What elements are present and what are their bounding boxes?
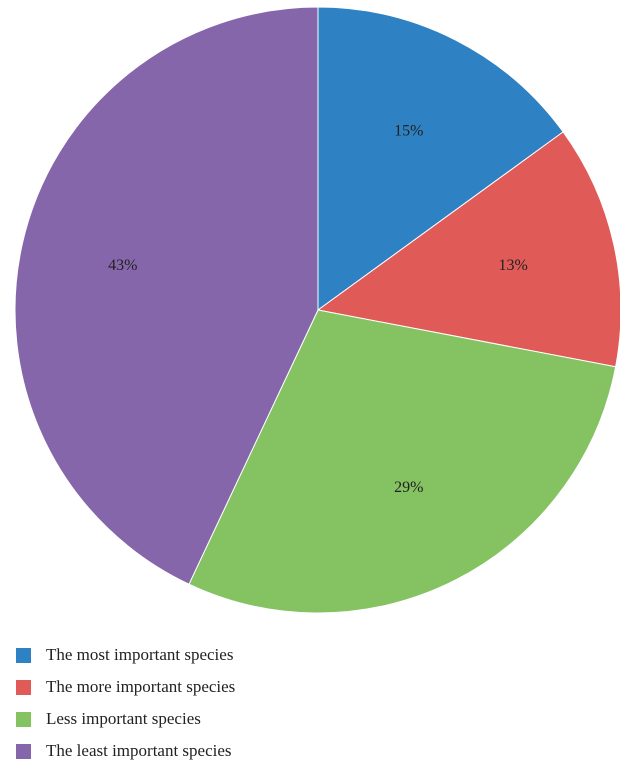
legend-label: Less important species xyxy=(46,709,201,728)
pie-chart-canvas: 15% 13% 29% 43% xyxy=(14,6,620,614)
pie-slice-0 xyxy=(317,6,564,311)
legend-item-least-important: The least important species xyxy=(16,735,235,767)
pie-slice-labels: 15% 13% 29% 43% xyxy=(108,122,528,495)
legend-label: The least important species xyxy=(46,741,232,760)
legend-label: The most important species xyxy=(46,645,234,664)
pie-slice-1 xyxy=(316,131,620,368)
pie-slice-2 xyxy=(188,309,617,614)
pie-slices xyxy=(14,6,620,614)
legend-label: The more important species xyxy=(46,677,236,696)
chart-legend: The most important species The more impo… xyxy=(16,639,235,767)
legend-item-less-important: Less important species xyxy=(16,703,235,735)
pie-slice-label-0: 15% xyxy=(394,122,423,139)
pie-slice-label-3: 43% xyxy=(108,257,137,274)
legend-swatch xyxy=(16,711,31,727)
pie-slice-3 xyxy=(14,6,319,585)
legend-item-more-important: The more important species xyxy=(16,671,235,703)
legend-item-most-important: The most important species xyxy=(16,639,235,671)
legend-swatch xyxy=(16,679,31,695)
pie-slice-label-2: 29% xyxy=(394,479,423,496)
pie-slice-label-1: 13% xyxy=(498,257,527,274)
legend-swatch xyxy=(16,647,31,663)
legend-swatch xyxy=(16,743,31,759)
